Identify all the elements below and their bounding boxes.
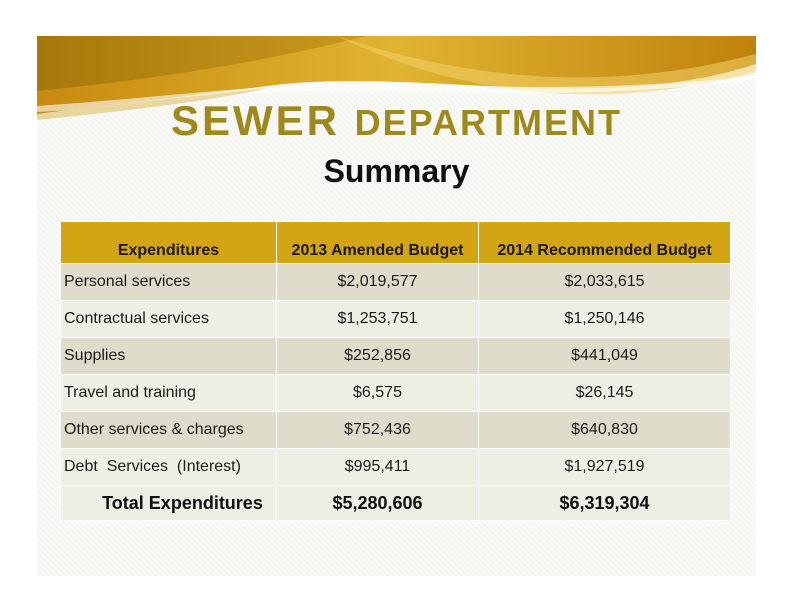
row-2014-value: $26,145	[478, 374, 731, 412]
table-header-row: Expenditures 2013 Amended Budget 2014 Re…	[60, 221, 731, 264]
page-title: SEWER DEPARTMENT	[37, 99, 756, 145]
table-row: Debt Services (Interest) $995,411 $1,927…	[60, 448, 731, 486]
table-row: Contractual services $1,253,751 $1,250,1…	[60, 300, 731, 338]
row-2014-value: $1,250,146	[478, 300, 731, 338]
table-row: Supplies $252,856 $441,049	[60, 337, 731, 375]
total-2013-value: $5,280,606	[276, 485, 479, 521]
row-2014-value: $640,830	[478, 411, 731, 449]
total-label: Total Expenditures	[60, 485, 277, 521]
table-row: Other services & charges $752,436 $640,8…	[60, 411, 731, 449]
row-2014-value: $441,049	[478, 337, 731, 375]
table-row: Personal services $2,019,577 $2,033,615	[60, 263, 731, 301]
row-label: Supplies	[60, 337, 277, 375]
row-2013-value: $2,019,577	[276, 263, 479, 301]
row-label: Personal services	[60, 263, 277, 301]
table-total-row: Total Expenditures $5,280,606 $6,319,304	[60, 485, 731, 521]
row-label: Other services & charges	[60, 411, 277, 449]
title-word-sewer: SEWER	[170, 97, 340, 144]
table-row: Travel and training $6,575 $26,145	[60, 374, 731, 412]
row-2014-value: $1,927,519	[478, 448, 731, 486]
title-word-department: DEPARTMENT	[354, 102, 622, 143]
total-2014-value: $6,319,304	[478, 485, 731, 521]
gold-swoosh-banner	[37, 36, 756, 120]
expenditures-table: Expenditures 2013 Amended Budget 2014 Re…	[60, 221, 731, 521]
row-2013-value: $995,411	[276, 448, 479, 486]
row-label: Travel and training	[60, 374, 277, 412]
row-label: Contractual services	[60, 300, 277, 338]
row-2013-value: $6,575	[276, 374, 479, 412]
header-2013-budget: 2013 Amended Budget	[276, 221, 479, 264]
page-subtitle: Summary	[323, 153, 470, 189]
header-expenditures: Expenditures	[60, 221, 277, 264]
row-label: Debt Services (Interest)	[60, 448, 277, 486]
row-2013-value: $252,856	[276, 337, 479, 375]
row-2013-value: $1,253,751	[276, 300, 479, 338]
row-2013-value: $752,436	[276, 411, 479, 449]
row-2014-value: $2,033,615	[478, 263, 731, 301]
header-2014-budget: 2014 Recommended Budget	[478, 221, 731, 264]
